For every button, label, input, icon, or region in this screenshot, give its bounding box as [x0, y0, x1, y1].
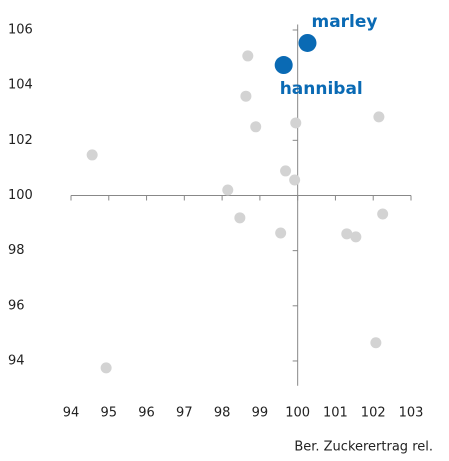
y-tick-label: 100 [8, 188, 33, 203]
x-axis-label: Ber. Zuckerertrag rel. [294, 440, 433, 455]
point [350, 231, 362, 243]
y-tick-label: 96 [8, 298, 25, 313]
x-tick-label: 103 [399, 406, 424, 421]
point [240, 90, 252, 102]
point [100, 362, 112, 374]
x-tick-label: 95 [101, 406, 118, 421]
point [250, 121, 262, 133]
x-tick-label: 102 [361, 406, 386, 421]
y-tick-label: 106 [8, 23, 33, 38]
point [373, 111, 385, 123]
highlight-point [298, 33, 317, 52]
x-tick-label: 94 [63, 406, 80, 421]
point [280, 165, 292, 177]
point [222, 184, 234, 196]
y-tick-label: 104 [8, 78, 33, 93]
y-tick-label: 94 [8, 353, 25, 368]
x-tick-label: 99 [252, 406, 269, 421]
point [290, 117, 302, 129]
x-tick-label: 100 [285, 406, 310, 421]
x-tick-label: 101 [323, 406, 348, 421]
point [242, 50, 254, 62]
point [234, 212, 246, 224]
x-tick-label: 96 [138, 406, 155, 421]
point [370, 337, 382, 349]
highlight-label: hannibal [280, 79, 363, 99]
point [86, 149, 98, 161]
point [275, 227, 287, 239]
y-tick-label: 98 [8, 243, 25, 258]
x-tick-label: 97 [176, 406, 193, 421]
point [377, 208, 389, 220]
highlight-point [274, 56, 293, 75]
point [341, 228, 353, 240]
point [289, 174, 301, 186]
highlight-label: marley [311, 12, 377, 32]
x-tick-label: 98 [214, 406, 231, 421]
y-tick-label: 102 [8, 133, 33, 148]
